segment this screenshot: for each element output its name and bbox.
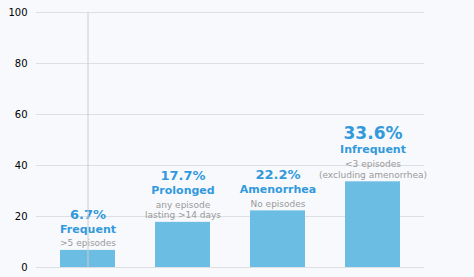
svg-text:any episodelasting >14 days: any episodelasting >14 days <box>145 200 221 221</box>
svg-text:20: 20 <box>15 211 28 222</box>
svg-text:Amenorrhea: Amenorrhea <box>240 183 316 196</box>
svg-text:Prolonged: Prolonged <box>151 184 214 197</box>
svg-text:33.6%: 33.6% <box>344 123 403 143</box>
svg-text:Frequent: Frequent <box>60 222 116 236</box>
svg-text:No episodes: No episodes <box>251 199 306 209</box>
svg-text:17.7%: 17.7% <box>160 168 205 183</box>
svg-text:6.7%: 6.7% <box>70 206 106 222</box>
svg-text:100: 100 <box>8 7 27 18</box>
svg-text:40: 40 <box>15 160 28 171</box>
svg-text:22.2%: 22.2% <box>255 167 300 182</box>
svg-text:0: 0 <box>21 262 27 273</box>
svg-text:60: 60 <box>15 109 28 120</box>
svg-text:Infrequent: Infrequent <box>340 143 406 156</box>
svg-text:>5 episodes: >5 episodes <box>60 238 116 249</box>
svg-text:80: 80 <box>15 58 28 69</box>
svg-text:<3 episodes(excluding amenorrh: <3 episodes(excluding amenorrhea) <box>319 159 427 180</box>
